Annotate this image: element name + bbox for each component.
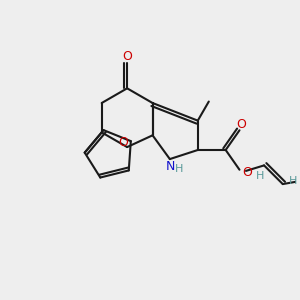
Text: O: O [122,50,132,63]
Text: H: H [256,171,264,181]
Text: H: H [289,176,297,186]
Text: N: N [166,160,175,173]
Text: O: O [118,136,128,149]
Text: O: O [236,118,246,131]
Text: H: H [175,164,183,174]
Text: O: O [242,166,252,179]
